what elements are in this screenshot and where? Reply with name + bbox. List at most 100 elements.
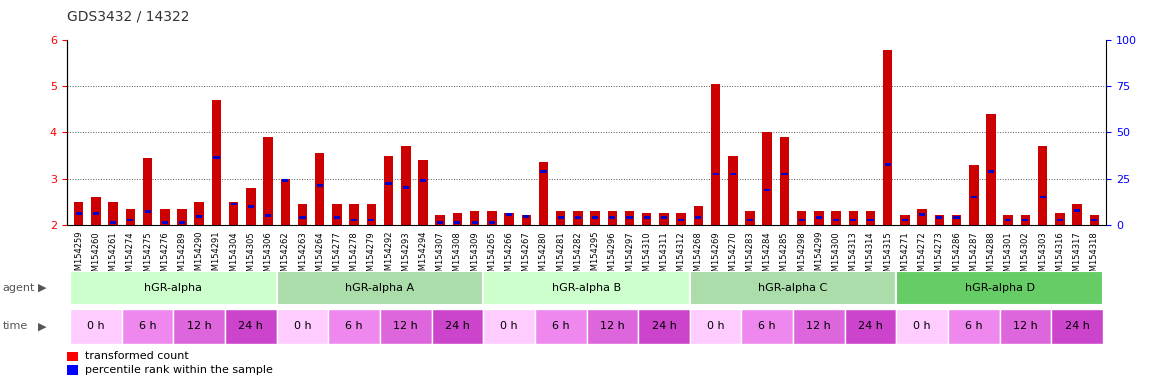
Bar xyxy=(277,309,328,344)
Bar xyxy=(607,211,618,225)
Bar xyxy=(798,218,805,222)
Bar xyxy=(935,215,944,225)
Bar xyxy=(298,204,307,225)
Bar xyxy=(781,172,788,175)
Bar xyxy=(1021,215,1030,225)
Bar xyxy=(1051,309,1103,344)
Text: percentile rank within the sample: percentile rank within the sample xyxy=(85,365,273,375)
Bar xyxy=(936,216,942,219)
Bar xyxy=(247,205,254,208)
Bar xyxy=(730,172,736,175)
Bar xyxy=(299,216,306,219)
Bar xyxy=(488,211,497,225)
Bar xyxy=(952,215,961,225)
Text: ▶: ▶ xyxy=(38,283,46,293)
Bar xyxy=(470,211,480,225)
Bar xyxy=(678,218,684,222)
Bar xyxy=(264,214,271,217)
Bar xyxy=(162,221,168,224)
Bar xyxy=(573,211,583,225)
Bar xyxy=(483,271,690,305)
Bar xyxy=(575,216,581,219)
Text: 0 h: 0 h xyxy=(707,321,724,331)
Bar xyxy=(110,221,116,224)
Text: 24 h: 24 h xyxy=(858,321,883,331)
Bar xyxy=(472,221,477,224)
Bar xyxy=(143,158,152,225)
Bar xyxy=(177,209,186,225)
Bar xyxy=(401,146,411,225)
Text: 12 h: 12 h xyxy=(393,321,419,331)
Bar xyxy=(918,209,927,225)
Bar xyxy=(1072,204,1082,225)
Bar xyxy=(745,211,754,225)
Bar xyxy=(558,216,564,219)
Bar xyxy=(277,271,483,305)
Bar xyxy=(896,271,1103,305)
Bar xyxy=(70,271,277,305)
Bar xyxy=(610,216,615,219)
Bar xyxy=(866,211,875,225)
Text: hGR-alpha B: hGR-alpha B xyxy=(552,283,621,293)
Bar xyxy=(351,218,358,222)
Bar xyxy=(590,211,600,225)
Bar xyxy=(831,211,841,225)
Bar xyxy=(815,216,822,219)
Bar xyxy=(1022,218,1028,222)
Bar xyxy=(1038,146,1048,225)
Bar xyxy=(764,189,770,192)
Bar xyxy=(229,202,238,225)
Bar xyxy=(638,309,690,344)
Text: 6 h: 6 h xyxy=(965,321,982,331)
Bar xyxy=(711,84,720,225)
Bar xyxy=(814,211,823,225)
Bar xyxy=(385,182,392,185)
Bar xyxy=(713,172,719,175)
Bar xyxy=(948,309,999,344)
Text: 6 h: 6 h xyxy=(758,321,776,331)
Bar xyxy=(900,215,910,225)
Bar xyxy=(833,218,840,222)
Bar xyxy=(780,137,789,225)
Bar xyxy=(999,309,1051,344)
Bar xyxy=(214,156,220,159)
Bar xyxy=(969,165,979,225)
Text: 24 h: 24 h xyxy=(445,321,470,331)
Bar xyxy=(315,153,324,225)
Bar xyxy=(145,210,151,213)
Bar xyxy=(368,218,375,222)
Text: 12 h: 12 h xyxy=(806,321,831,331)
Text: agent: agent xyxy=(2,283,34,293)
Bar xyxy=(67,352,78,361)
Bar xyxy=(231,202,237,205)
Bar xyxy=(328,309,380,344)
Bar xyxy=(690,309,742,344)
Bar xyxy=(883,50,892,225)
Bar xyxy=(849,211,858,225)
Bar xyxy=(690,271,896,305)
Bar xyxy=(160,209,169,225)
Bar xyxy=(523,215,529,218)
Bar xyxy=(624,211,635,225)
Bar xyxy=(696,216,702,219)
Bar xyxy=(125,209,135,225)
Bar xyxy=(419,160,428,225)
Bar xyxy=(884,163,891,166)
Bar xyxy=(1040,195,1045,199)
Bar xyxy=(436,215,445,225)
Bar xyxy=(76,212,82,215)
Bar xyxy=(194,202,204,225)
Text: ▶: ▶ xyxy=(38,321,46,331)
Bar xyxy=(538,162,549,225)
Bar xyxy=(197,215,202,218)
Text: hGR-alpha D: hGR-alpha D xyxy=(965,283,1035,293)
Bar xyxy=(797,211,806,225)
Text: 24 h: 24 h xyxy=(652,321,676,331)
Bar xyxy=(919,213,926,216)
Bar xyxy=(70,309,122,344)
Bar xyxy=(555,211,566,225)
Bar xyxy=(522,215,531,225)
Bar xyxy=(489,221,494,224)
Bar xyxy=(676,213,685,225)
Text: 0 h: 0 h xyxy=(500,321,518,331)
